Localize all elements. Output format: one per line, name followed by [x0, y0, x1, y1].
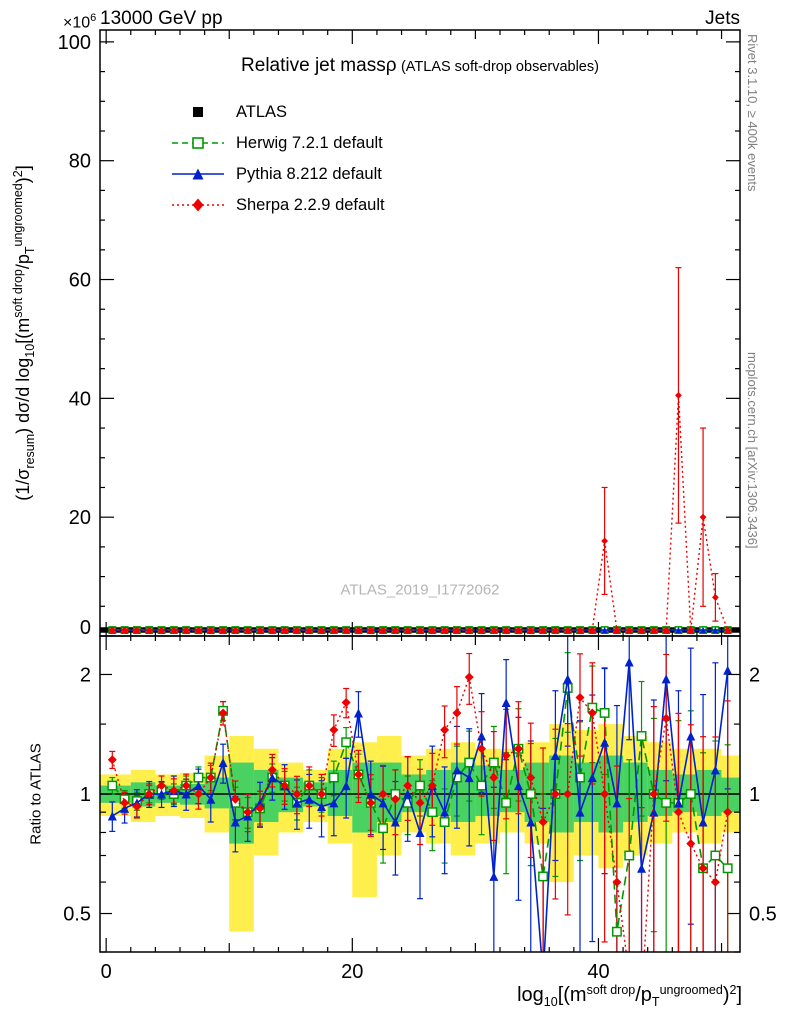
legend-item-herwig: Herwig 7.2.1 default — [170, 132, 385, 154]
y-label-part: resum — [23, 433, 37, 469]
svg-text:0.5: 0.5 — [749, 904, 777, 926]
plot-title: Relative jet massρ (ATLAS soft-drop obse… — [100, 55, 740, 77]
x-label-part: ) — [722, 984, 730, 1006]
x-label-part: /p — [635, 984, 652, 1006]
legend-label: Pythia 8.212 default — [236, 164, 382, 183]
herwig-marker-icon — [172, 137, 224, 149]
y-label-part: T — [23, 246, 37, 255]
legend-label: ATLAS — [236, 102, 288, 121]
svg-text:0.5: 0.5 — [63, 904, 91, 926]
x-label-part: 2 — [729, 983, 737, 997]
svg-text:2: 2 — [749, 664, 760, 686]
x-label-part: log — [517, 984, 544, 1006]
svg-text:2: 2 — [80, 664, 91, 686]
exponent-power: 6 — [90, 12, 97, 24]
x-label-part: [(m — [557, 984, 587, 1006]
legend-label: Sherpa 2.2.9 default — [236, 195, 385, 214]
y-label-part: ) — [13, 177, 33, 184]
rivet-version-note: Rivet 3.1.10, ≥ 400k events — [745, 34, 760, 192]
y-axis-label: (1/σresum) dσ/d log10[(msoft drop/pTungr… — [11, 165, 37, 500]
beam-energy-label: 13000 GeV pp — [100, 8, 223, 29]
svg-text:40: 40 — [69, 388, 91, 410]
y-label-part: ] — [13, 165, 33, 171]
legend-label: Herwig 7.2.1 default — [236, 133, 383, 152]
y-label-part: /p — [13, 254, 33, 270]
plot-title-main: Relative jet massρ — [241, 55, 397, 76]
x-label-part: T — [651, 995, 660, 1009]
x-axis-label: log10[(msoft drop/pTungroomed)2] — [517, 983, 742, 1009]
y-label-part: ) dσ/d log — [13, 357, 33, 434]
legend-item-atlas: ATLAS — [170, 101, 385, 123]
y-label-part: ungroomed — [11, 183, 25, 247]
exponent-base: ×10 — [63, 14, 91, 32]
svg-text:20: 20 — [341, 961, 363, 983]
y-label-part: 10 — [23, 343, 37, 358]
x-label-part: soft drop — [586, 983, 636, 997]
svg-text:1: 1 — [80, 784, 91, 806]
y-label-part: [(m — [13, 317, 33, 344]
svg-text:40: 40 — [587, 961, 609, 983]
svg-text:1: 1 — [749, 784, 760, 806]
process-label: Jets — [705, 8, 740, 29]
svg-text:80: 80 — [69, 151, 91, 173]
pythia-marker-icon — [172, 168, 224, 180]
x-label-part: ] — [736, 984, 742, 1006]
mcplots-note: mcplots.cern.ch [arXiv:1306.3436] — [745, 352, 760, 549]
axes: 0 20 40 0 20 40 60 80 100 0.5 0.5 1 1 2 2 — [58, 29, 777, 983]
y-label-part: (1/σ — [13, 468, 33, 501]
x-label-part: 10 — [543, 995, 558, 1009]
ratio-panel — [100, 636, 740, 952]
analysis-watermark: ATLAS_2019_I1772062 — [340, 581, 500, 599]
y-axis-exponent: ×106 — [63, 12, 96, 32]
svg-text:0: 0 — [101, 961, 112, 983]
atlas-marker-icon — [193, 107, 203, 117]
main-panel — [100, 267, 740, 635]
sherpa-marker-icon — [172, 198, 224, 212]
legend: ATLAS Herwig 7.2.1 default Pythia 8.212 … — [170, 101, 385, 216]
plot-title-sub: (ATLAS soft-drop observables) — [400, 59, 599, 75]
legend-item-sherpa: Sherpa 2.2.9 default — [170, 194, 385, 216]
x-label-part: ungroomed — [659, 983, 723, 997]
svg-text:60: 60 — [69, 270, 91, 292]
ratio-axis-label: Ratio to ATLAS — [27, 743, 45, 845]
y-label-part: 2 — [11, 170, 25, 178]
svg-text:100: 100 — [58, 32, 91, 54]
svg-text:20: 20 — [69, 507, 91, 529]
y-label-part: soft drop — [11, 269, 25, 318]
legend-item-pythia: Pythia 8.212 default — [170, 163, 385, 185]
svg-text:0: 0 — [80, 617, 91, 639]
